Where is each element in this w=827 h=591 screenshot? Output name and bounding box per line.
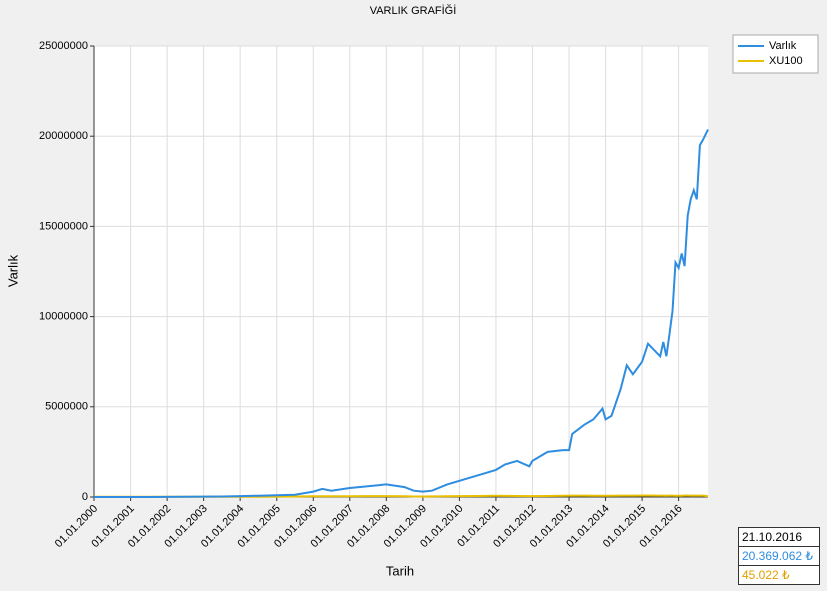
y-tick-label: 20000000 <box>39 130 88 142</box>
y-axis-label: Varlık <box>5 254 20 287</box>
y-tick-label: 25000000 <box>39 40 88 52</box>
data-line <box>93 494 709 498</box>
info-varlik: 20.369.062 ₺ <box>739 546 819 565</box>
data-line <box>94 129 709 498</box>
info-xu100: 45.022 ₺ <box>739 565 819 584</box>
legend-label: Varlık <box>769 40 797 52</box>
y-tick-label: 5000000 <box>45 401 88 413</box>
y-tick-label: 15000000 <box>39 220 88 232</box>
info-date: 21.10.2016 <box>739 528 819 546</box>
chart-title: VARLIK GRAFİĞİ <box>370 4 457 17</box>
legend-label: XU100 <box>769 55 803 67</box>
x-axis-label: Tarih <box>386 563 414 578</box>
info-box: 21.10.2016 20.369.062 ₺ 45.022 ₺ <box>738 527 820 585</box>
plot-area <box>94 46 708 497</box>
y-tick-label: 0 <box>82 491 88 503</box>
y-tick-label: 10000000 <box>39 311 88 323</box>
legend-box <box>732 34 819 74</box>
